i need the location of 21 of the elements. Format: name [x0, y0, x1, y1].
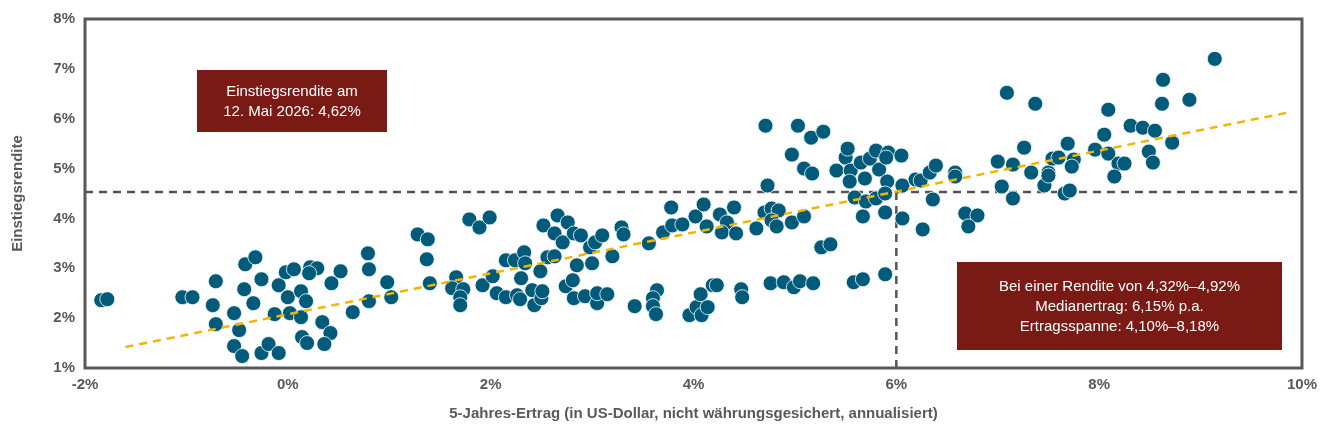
- x-tick-label: 2%: [479, 375, 502, 393]
- y-tick-label: 7%: [53, 59, 75, 76]
- annotation: Einstiegsrendite am 12. Mai 2026: 4,62%: [222, 81, 362, 121]
- note-box: Bei einer Rendite von 4,32%–4,92% Medianertrag: 6,15% p.a. Ertragsspanne: 4,10%–8,18%: [957, 262, 1282, 350]
- note-box: Einstiegsrendite am 12. Mai 2026: 4,62%: [197, 70, 387, 132]
- x-tick-label: 0%: [276, 375, 299, 393]
- x-tick-label: 10%: [1286, 375, 1317, 393]
- y-tick-label: 5%: [53, 158, 75, 176]
- x-axis-title: 5-Jahres-Ertrag (in US-Dollar, nicht währungsgesichert, annualisiert): [449, 404, 938, 422]
- y-tick-label: 8%: [53, 9, 75, 27]
- x-tick-label: 6%: [885, 375, 908, 393]
- y-tick-label: 4%: [53, 208, 75, 226]
- y-axis-title: Einstiegsrendite: [8, 135, 26, 252]
- x-tick-label: 4%: [682, 375, 705, 393]
- x-tick-label: -2%: [71, 375, 99, 393]
- y-tick-label: 2%: [53, 308, 75, 326]
- y-tick-label: 1%: [53, 358, 75, 376]
- y-tick-label: 3%: [53, 258, 75, 276]
- y-tick-label: 6%: [53, 108, 75, 126]
- x-tick-label: 8%: [1088, 375, 1110, 393]
- annotation: Bei einer Rendite von 4,32%–4,92% Medianertrag: 6,15% p.a. Ertragsspanne: 4,10%–8,18%: [998, 276, 1241, 336]
